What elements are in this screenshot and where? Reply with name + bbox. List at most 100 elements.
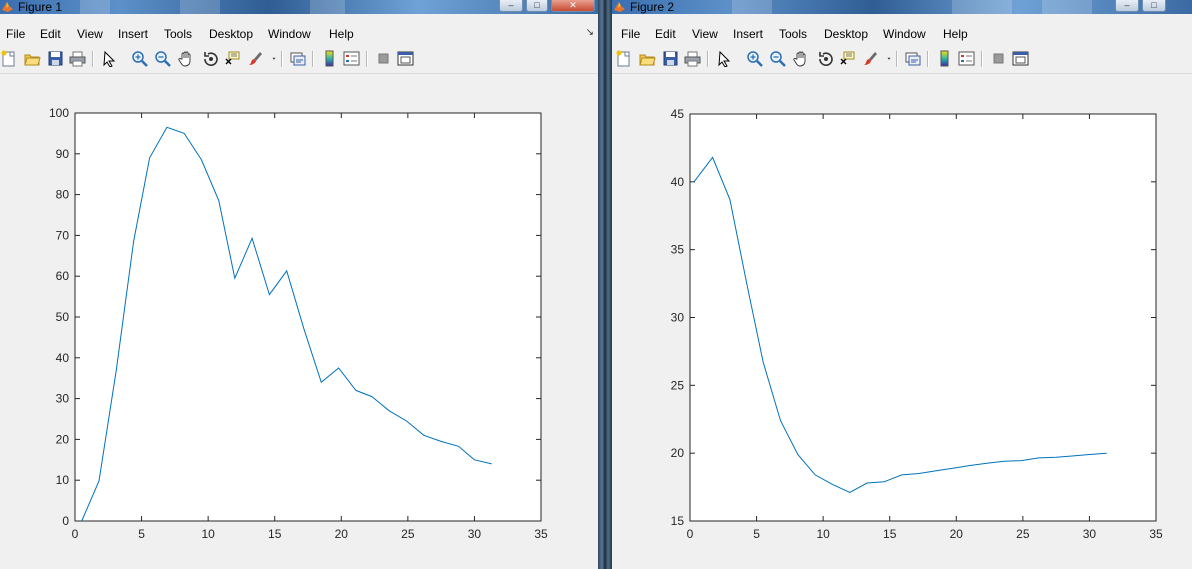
- show-plot-tools-icon[interactable]: [1012, 50, 1029, 67]
- y-tick-label: 20: [671, 446, 685, 460]
- x-tick-label: 25: [401, 527, 415, 541]
- link-plot-icon[interactable]: [904, 50, 921, 67]
- toolbar-separator: [927, 51, 929, 67]
- toolbar-separator: [366, 51, 368, 67]
- menu-desktop[interactable]: Desktop: [824, 27, 869, 41]
- menu-tools[interactable]: Tools: [164, 27, 193, 41]
- menu-help[interactable]: Help: [943, 27, 968, 41]
- maximize-button[interactable]: □: [1142, 0, 1166, 12]
- y-tick-label: 40: [671, 175, 685, 189]
- title-bar-decoration: [952, 0, 1012, 14]
- data-cursor-icon[interactable]: [224, 50, 241, 67]
- insert-legend-icon[interactable]: [343, 50, 360, 67]
- brush-dropdown-icon[interactable]: [885, 50, 893, 67]
- x-tick-label: 25: [1016, 527, 1030, 541]
- axes-box: [689, 113, 1157, 522]
- data-series-line: [693, 156, 1107, 494]
- menu-desktop[interactable]: Desktop: [209, 27, 254, 41]
- data-cursor-icon[interactable]: [839, 50, 856, 67]
- brush-icon[interactable]: [862, 50, 879, 67]
- axes-box: [74, 112, 542, 522]
- menu-edit[interactable]: Edit: [655, 27, 676, 41]
- rotate-3d-icon[interactable]: [817, 50, 834, 67]
- toolbar-separator: [312, 51, 314, 67]
- line-chart: 0 5 10 15 20 25 30 35 15 20 25 30 35 40 45: [671, 107, 1163, 541]
- title-bar-decoration: [1042, 0, 1092, 14]
- x-tick-label: 10: [201, 527, 215, 541]
- save-icon[interactable]: [47, 50, 64, 67]
- show-plot-tools-icon[interactable]: [397, 50, 414, 67]
- pan-hand-icon[interactable]: [178, 50, 195, 67]
- toolbar-separator: [92, 51, 94, 67]
- matlab-logo-icon: [2, 2, 13, 12]
- y-tick-label: 40: [56, 351, 70, 365]
- hide-plot-tools-icon[interactable]: [990, 50, 1007, 67]
- print-icon[interactable]: [69, 50, 86, 67]
- y-tick-label: 20: [56, 432, 70, 446]
- dock-arrow-icon[interactable]: ↘: [585, 27, 594, 38]
- menu-tools[interactable]: Tools: [779, 27, 808, 41]
- insert-legend-icon[interactable]: [958, 50, 975, 67]
- close-button[interactable]: ✕: [551, 0, 595, 12]
- print-icon[interactable]: [684, 50, 701, 67]
- y-tick-label: 30: [671, 311, 685, 325]
- x-tick-label: 35: [1149, 527, 1163, 541]
- y-tick-label: 30: [56, 392, 70, 406]
- y-tick-label: 70: [56, 228, 70, 242]
- window-title: Figure 1: [18, 0, 63, 14]
- x-tick-label: 35: [534, 527, 548, 541]
- zoom-out-icon[interactable]: [154, 50, 171, 67]
- title-bar[interactable]: Figure 1 – □ ✕: [0, 0, 598, 14]
- hide-plot-tools-icon[interactable]: [375, 50, 392, 67]
- y-tick-label: 60: [56, 269, 70, 283]
- menu-edit[interactable]: Edit: [40, 27, 61, 41]
- menu-window[interactable]: Window: [883, 27, 926, 41]
- title-bar[interactable]: Figure 2 – □: [612, 0, 1192, 14]
- y-tick-label: 10: [56, 473, 70, 487]
- new-figure-icon[interactable]: [0, 50, 17, 67]
- menu-bar: File Edit View Insert Tools Desktop Wind…: [612, 24, 1192, 44]
- zoom-in-icon[interactable]: [746, 50, 763, 67]
- y-tick-label: 50: [56, 310, 70, 324]
- rotate-3d-icon[interactable]: [202, 50, 219, 67]
- menu-file[interactable]: File: [6, 27, 26, 41]
- pan-hand-icon[interactable]: [793, 50, 810, 67]
- y-tick-label: 80: [56, 188, 70, 202]
- toolbar-separator: [281, 51, 283, 67]
- y-tick-label: 35: [671, 243, 685, 257]
- x-tick-label: 15: [268, 527, 282, 541]
- matlab-logo-icon: [614, 2, 625, 12]
- open-file-icon[interactable]: [24, 50, 41, 67]
- menu-insert[interactable]: Insert: [733, 27, 764, 41]
- toolbar-separator: [707, 51, 709, 67]
- maximize-button[interactable]: □: [526, 0, 548, 12]
- y-tick-label: 100: [49, 106, 69, 120]
- title-bar-decoration: [180, 0, 220, 14]
- brush-icon[interactable]: [247, 50, 264, 67]
- menu-file[interactable]: File: [621, 27, 641, 41]
- zoom-in-icon[interactable]: [131, 50, 148, 67]
- save-icon[interactable]: [662, 50, 679, 67]
- title-bar-decoration: [310, 0, 345, 14]
- select-arrow-icon[interactable]: [716, 50, 733, 68]
- plot-area: 0 5 10 15 20 25 30 35 15 20 25 30 35 40 45: [612, 74, 1192, 569]
- minimize-button[interactable]: –: [1115, 0, 1139, 12]
- menu-help[interactable]: Help: [329, 27, 354, 41]
- menu-window[interactable]: Window: [268, 27, 311, 41]
- x-tick-label: 20: [335, 527, 349, 541]
- menu-insert[interactable]: Insert: [118, 27, 149, 41]
- window-divider: [598, 0, 612, 569]
- menu-view[interactable]: View: [692, 27, 718, 41]
- menu-view[interactable]: View: [77, 27, 103, 41]
- y-tick-label: 0: [62, 514, 69, 528]
- open-file-icon[interactable]: [639, 50, 656, 67]
- title-bar-decoration: [80, 0, 110, 14]
- minimize-button[interactable]: –: [499, 0, 523, 12]
- select-arrow-icon[interactable]: [101, 50, 118, 68]
- insert-colorbar-icon[interactable]: [936, 50, 953, 67]
- new-figure-icon[interactable]: [615, 50, 632, 67]
- zoom-out-icon[interactable]: [769, 50, 786, 67]
- insert-colorbar-icon[interactable]: [321, 50, 338, 67]
- brush-dropdown-icon[interactable]: [270, 50, 278, 67]
- link-plot-icon[interactable]: [289, 50, 306, 67]
